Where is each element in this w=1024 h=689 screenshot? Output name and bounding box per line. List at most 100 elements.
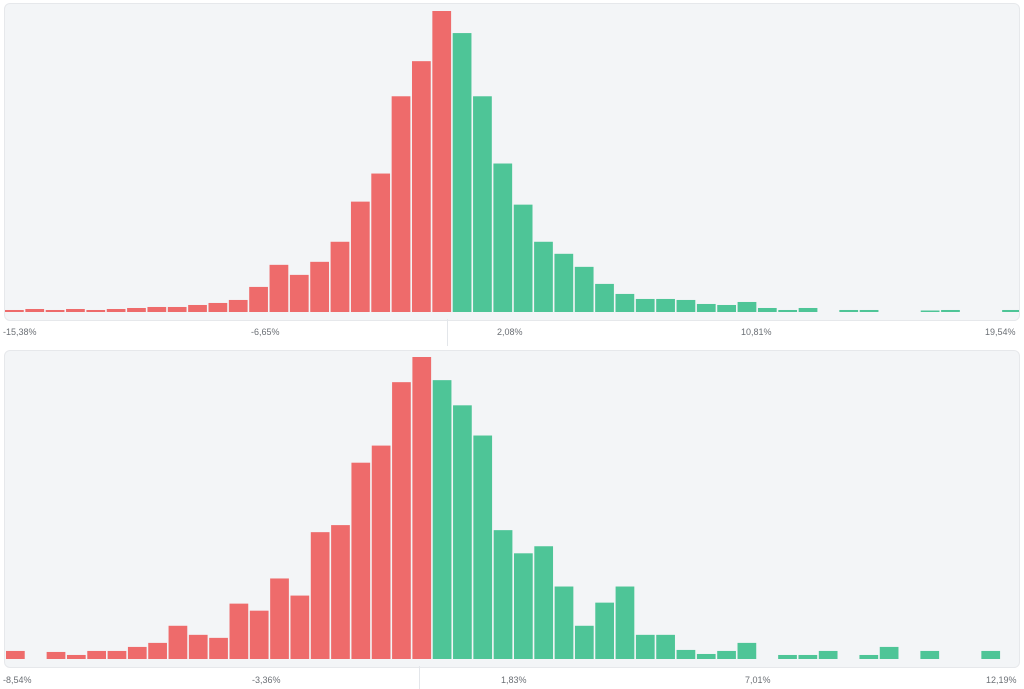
histogram-bar [798, 307, 818, 312]
x-tick-label: -15,38% [3, 327, 37, 337]
histogram-bar [371, 173, 391, 312]
histogram-bar [554, 586, 574, 659]
histogram-top [5, 11, 1019, 312]
histogram-bar [493, 530, 513, 659]
histogram-bar [208, 302, 228, 312]
histogram-bar [106, 308, 126, 312]
histogram-bar [493, 163, 513, 312]
histogram-bar [676, 299, 696, 312]
histogram-bar [859, 309, 879, 312]
histogram-bar [859, 654, 879, 659]
histogram-bar [391, 96, 411, 312]
histogram-bar [717, 304, 736, 312]
histogram-bar [432, 11, 452, 312]
histogram-bar [148, 642, 167, 659]
histogram-bar [1002, 309, 1019, 312]
histogram-bar [371, 445, 391, 659]
zero-divider-top [447, 319, 448, 346]
histogram-bar [574, 625, 594, 659]
x-tick-label: -3,36% [252, 675, 281, 685]
x-tick-label: -8,54% [3, 675, 32, 685]
histogram-bar [6, 650, 25, 659]
histogram-bar [920, 650, 940, 659]
histogram-bar [615, 586, 635, 659]
x-tick-label: 7,01% [745, 675, 771, 685]
histogram-bar [920, 310, 940, 312]
histogram-bar [615, 293, 635, 312]
histogram-bar [350, 201, 370, 312]
histogram-bar [778, 654, 797, 659]
x-tick-label: 1,83% [501, 675, 527, 685]
x-tick-label: 10,81% [741, 327, 772, 337]
histogram-bar [127, 307, 146, 312]
histogram-bar [290, 595, 310, 659]
zero-divider-bottom [419, 666, 420, 689]
histogram-bar [249, 286, 268, 312]
histogram-bar [798, 654, 818, 659]
histogram-bar [45, 309, 65, 312]
histogram-bar [107, 650, 127, 659]
histogram-bar [127, 646, 147, 659]
histogram-bar [331, 525, 350, 659]
histogram-bar [168, 625, 188, 659]
histogram-bar [412, 61, 431, 312]
histogram-bar [534, 546, 554, 659]
histogram-bar [757, 307, 777, 312]
histogram-bar [351, 462, 371, 659]
histogram-bar [737, 642, 757, 659]
histogram-bar [879, 646, 899, 659]
histogram-bar [574, 266, 594, 312]
histogram-bar [676, 649, 696, 659]
histogram-bar [412, 357, 432, 659]
histogram-bar [229, 603, 249, 659]
histogram-bar [839, 309, 859, 312]
histogram-bar [330, 241, 350, 312]
histogram-bar [432, 380, 452, 659]
histogram-bar [595, 283, 614, 312]
histogram-bar [249, 610, 269, 659]
histogram-bar [717, 650, 736, 659]
histogram-bar [452, 33, 472, 312]
histogram-bar [473, 435, 493, 659]
histogram-bar [188, 634, 208, 659]
histogram-bar [25, 308, 45, 312]
histogram-bar [818, 650, 838, 659]
histogram-bar [5, 309, 24, 312]
histogram-bar [392, 382, 411, 659]
histogram-bar [513, 204, 533, 312]
histogram-bar [595, 602, 614, 659]
histogram-bar [66, 308, 85, 312]
histogram-bar [981, 650, 1001, 659]
histogram-bar [310, 532, 330, 659]
histogram-bar [87, 650, 106, 659]
histogram-bar [635, 298, 655, 312]
histogram-bar [188, 304, 207, 312]
x-tick-label: 19,54% [985, 327, 1016, 337]
histogram-bar [228, 299, 248, 312]
histogram-bar [167, 306, 187, 312]
histogram-bar [696, 303, 716, 312]
histogram-bar [147, 306, 167, 312]
histogram-bar [635, 634, 655, 659]
histogram-panel-bottom [4, 350, 1020, 668]
x-tick-label: -6,65% [251, 327, 280, 337]
histogram-bar [473, 96, 492, 312]
histogram-bar [46, 651, 66, 659]
histogram-bar [514, 553, 533, 659]
histogram-bar [310, 261, 329, 312]
histogram-bar [941, 309, 960, 312]
histogram-bar [269, 264, 289, 312]
histogram-bar [270, 578, 289, 659]
histogram-bar [554, 253, 574, 312]
histogram-bar [778, 309, 798, 312]
histogram-bar [656, 298, 675, 312]
histogram-bar [289, 274, 309, 312]
histogram-panel-top [4, 3, 1020, 321]
histogram-bar [737, 301, 757, 312]
histogram-bar [453, 405, 472, 659]
histogram-bottom [6, 357, 1001, 659]
histogram-bar [66, 654, 86, 659]
histogram-bar [656, 634, 675, 659]
histogram-bar [86, 309, 106, 312]
x-tick-label: 2,08% [497, 327, 523, 337]
